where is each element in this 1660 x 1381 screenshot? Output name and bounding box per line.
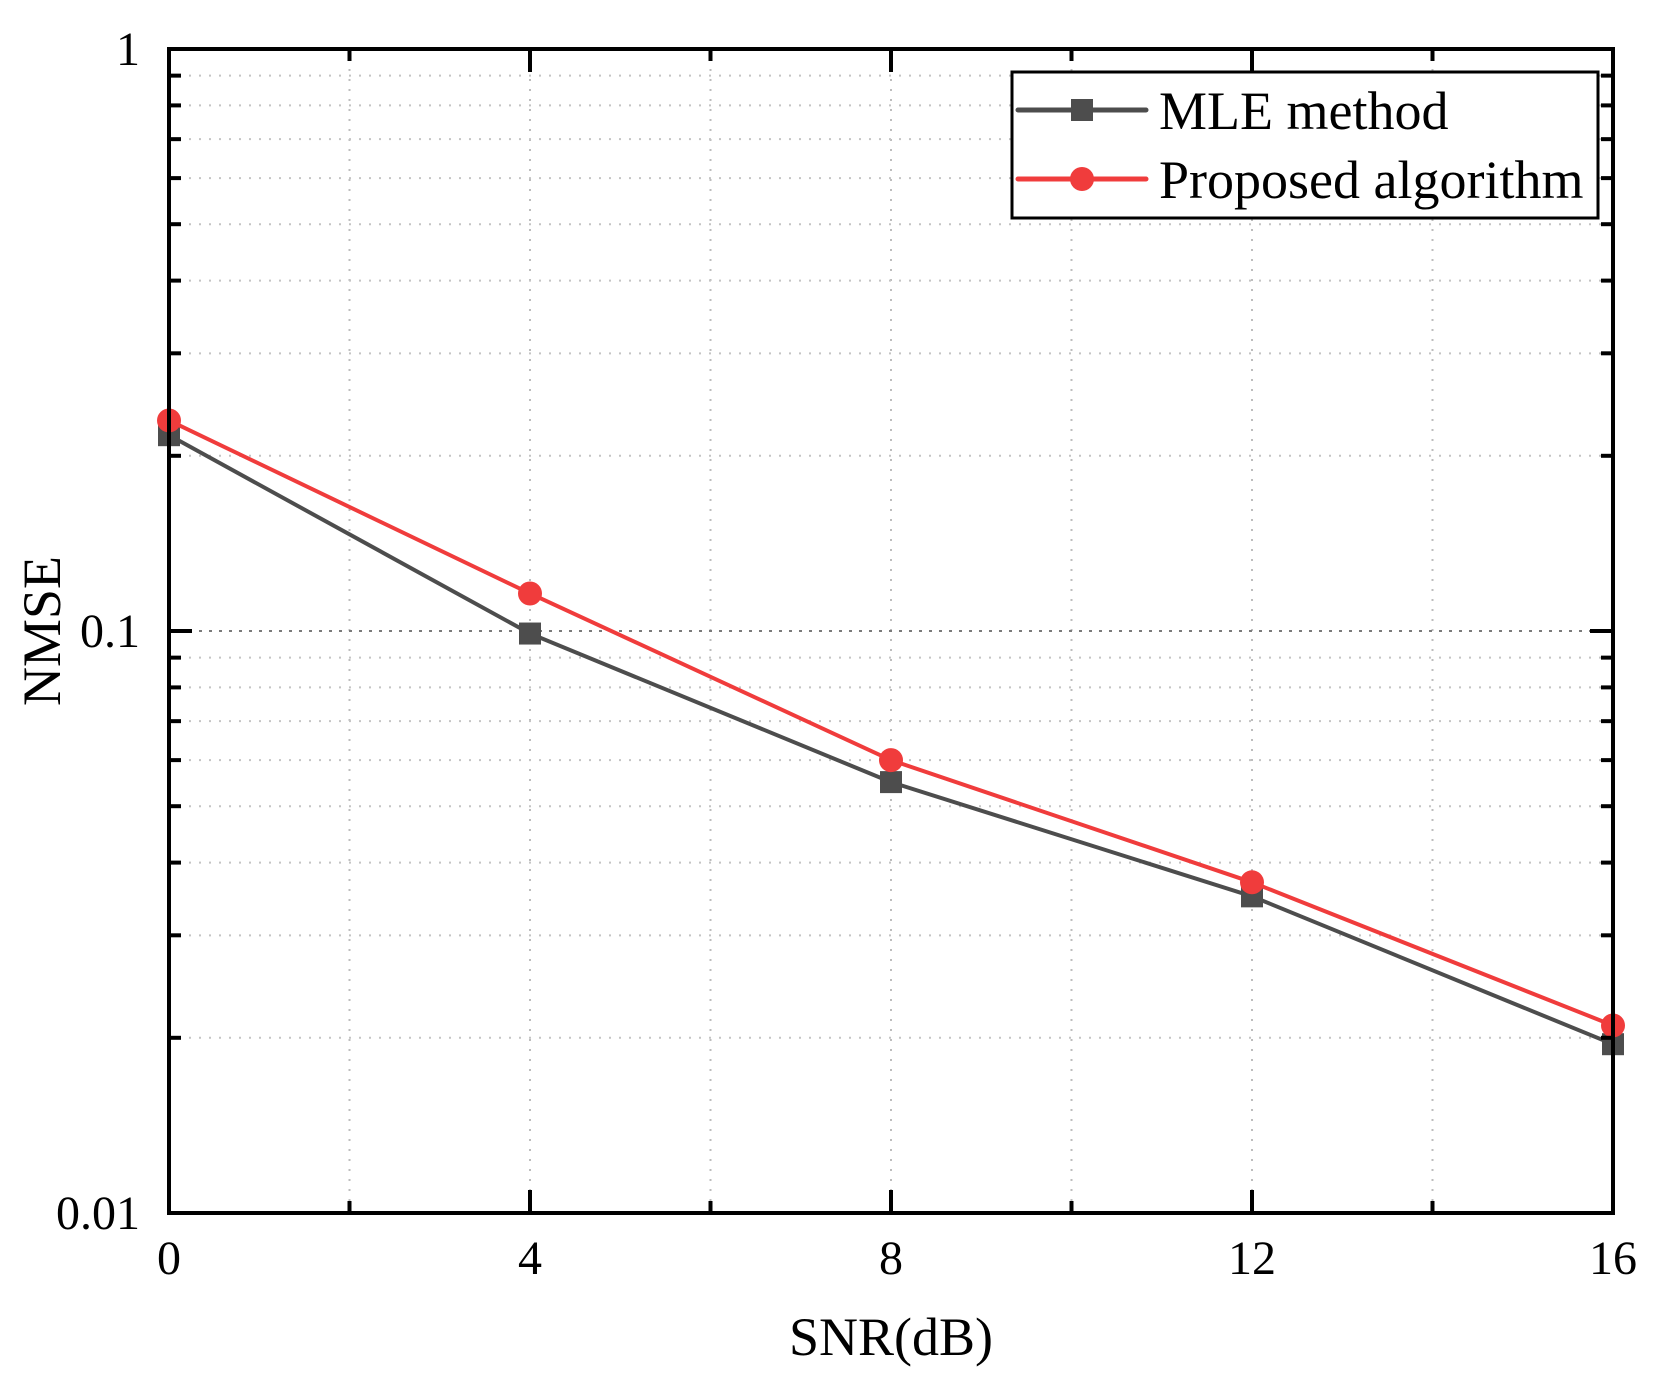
series-proposed-algorithm	[157, 408, 1625, 1038]
x-tick-label: 16	[1589, 1232, 1637, 1285]
legend-label: MLE method	[1159, 81, 1448, 141]
tick-labels: 0 4 8 12 16 0.01 0.1 1	[56, 23, 1637, 1285]
y-tick-label: 1	[116, 23, 140, 76]
y-tick-label: 0.1	[80, 605, 140, 658]
y-axis-title: NMSE	[12, 556, 72, 706]
circle-marker-icon	[879, 748, 903, 773]
square-marker-icon	[880, 771, 902, 794]
data-series	[157, 408, 1625, 1056]
square-marker-icon	[519, 622, 541, 645]
legend-box	[1010, 70, 1600, 220]
legend-item: Proposed algorithm	[1015, 150, 1583, 210]
circle-marker-icon	[1070, 167, 1094, 191]
x-tick-label: 8	[879, 1232, 903, 1285]
x-tick-label: 0	[157, 1232, 181, 1285]
circle-marker-icon	[518, 581, 542, 606]
axis-ticks	[167, 47, 1615, 1215]
grid-lines	[169, 49, 1613, 1213]
legend-item: MLE method	[1015, 81, 1448, 141]
legend: MLE method Proposed algorithm	[1010, 70, 1600, 220]
legend-label: Proposed algorithm	[1159, 150, 1583, 210]
x-tick-label: 4	[518, 1232, 542, 1285]
square-marker-icon	[1071, 99, 1093, 121]
x-axis-title: SNR(dB)	[789, 1307, 993, 1367]
y-tick-label: 0.01	[56, 1187, 140, 1240]
circle-marker-icon	[1240, 870, 1264, 895]
x-tick-label: 12	[1228, 1232, 1276, 1285]
